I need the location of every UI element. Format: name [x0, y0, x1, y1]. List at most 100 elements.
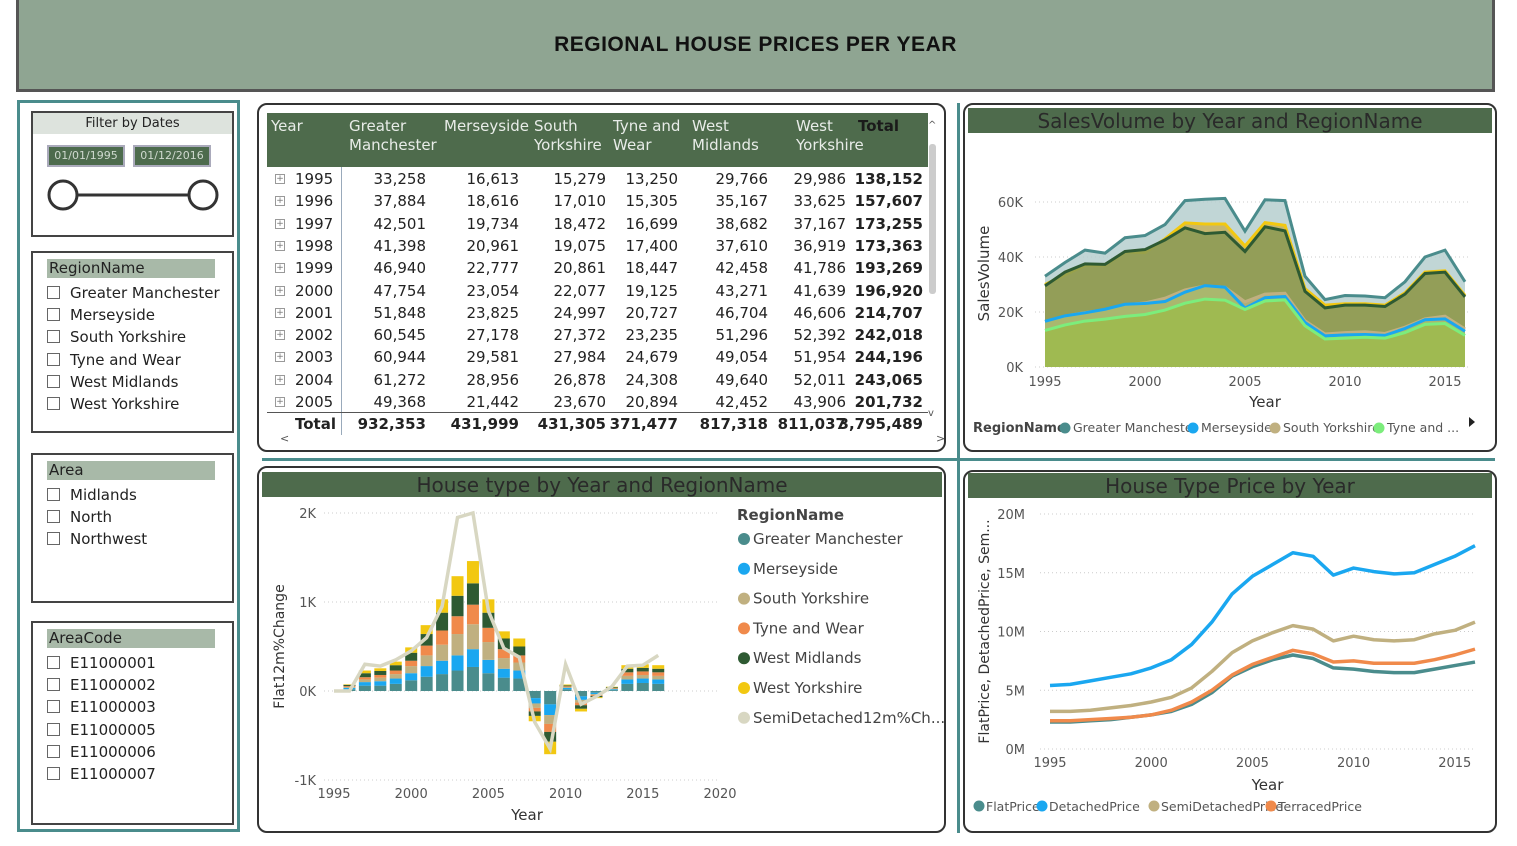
checkbox-icon[interactable]	[47, 488, 60, 501]
bar-segment	[389, 674, 402, 679]
housetype-bar-chart[interactable]: -1K 0K 1K 2K 1995 2000 2005 2010 2015 2020 Year Fla…	[260, 498, 944, 830]
scroll-right-icon[interactable]: >	[936, 432, 946, 445]
column-header[interactable]: Total	[858, 117, 899, 135]
table-cell: 27,372	[553, 326, 607, 345]
column-header[interactable]: Year	[271, 117, 303, 135]
table-cell: 15,305	[625, 192, 679, 211]
bar-segment	[497, 677, 510, 691]
expand-icon[interactable]: +	[275, 307, 285, 318]
legend-label: DetachedPrice	[1049, 799, 1140, 814]
checkbox-icon[interactable]	[47, 352, 60, 366]
expand-icon[interactable]: +	[275, 196, 285, 207]
checkbox-icon[interactable]	[47, 510, 60, 524]
expand-icon[interactable]: +	[275, 374, 285, 385]
table-cell: 811,037	[777, 415, 846, 434]
table-cell: 193,269	[854, 259, 923, 278]
column-header[interactable]: Merseyside	[444, 117, 529, 135]
expand-icon[interactable]: +	[275, 174, 285, 184]
table-cell: 23,235	[625, 326, 679, 345]
expand-icon[interactable]: +	[275, 397, 285, 407]
legend-next-icon[interactable]	[1469, 417, 1475, 427]
slicer-option[interactable]: Greater Manchester	[47, 283, 220, 303]
column-header[interactable]: West Yorkshire	[796, 117, 864, 154]
checkbox-icon[interactable]	[47, 286, 60, 299]
y-tick-label: -1K	[295, 774, 317, 789]
checkbox-icon[interactable]	[47, 532, 60, 546]
legend-label: Greater Manchester	[753, 530, 903, 548]
end-date-input[interactable]: 01/12/2016	[133, 145, 211, 167]
column-header[interactable]: Greater Manchester	[349, 117, 437, 154]
line-semidetachedprice	[1050, 620, 1476, 714]
bar-segment	[374, 685, 387, 691]
checkbox-icon[interactable]	[47, 397, 60, 410]
table-cell: 3,795,489	[838, 415, 923, 434]
bar-segment	[482, 642, 495, 660]
checkbox-icon[interactable]	[47, 722, 60, 736]
checkbox-icon[interactable]	[47, 330, 60, 344]
slicer-option[interactable]: South Yorkshire	[47, 327, 186, 347]
slicer-option[interactable]: West Midlands	[47, 372, 178, 392]
slicer-option[interactable]: Midlands	[47, 485, 137, 505]
bar-segment	[420, 676, 433, 691]
slicer-option[interactable]: E11000005	[47, 720, 156, 740]
slicer-option[interactable]: E11000002	[47, 675, 156, 695]
bar-segment	[528, 703, 541, 708]
expand-icon[interactable]: +	[275, 263, 285, 274]
column-header[interactable]: South Yorkshire	[534, 117, 602, 154]
start-handle[interactable]	[47, 179, 79, 211]
expand-icon[interactable]: +	[275, 330, 285, 341]
date-range-slider[interactable]	[43, 177, 223, 213]
slicer-option[interactable]: West Yorkshire	[47, 394, 179, 414]
salesvolume-area-chart[interactable]: 0K 20K 40K 60K 1995 2000 2005 2010 2015 Year Sales…	[965, 135, 1495, 447]
table-cell: 201,732	[854, 393, 923, 411]
x-tick-label: 2000	[1128, 375, 1161, 390]
slicer-option-label: E11000005	[70, 720, 156, 739]
slicer-option[interactable]: E11000001	[47, 653, 156, 673]
slicer-option[interactable]: Tyne and Wear	[47, 350, 181, 370]
legend-marker	[1036, 800, 1048, 812]
checkbox-icon[interactable]	[47, 678, 60, 692]
expand-icon[interactable]: +	[275, 240, 285, 251]
bar-segment	[652, 668, 665, 673]
column-header[interactable]: West Midlands	[692, 117, 759, 154]
table-cell: 20,861	[553, 259, 607, 278]
start-date-input[interactable]: 01/01/1995	[47, 145, 125, 167]
bar-segment	[420, 655, 433, 667]
slicer-option[interactable]: E11000007	[47, 764, 156, 784]
expand-icon[interactable]: +	[275, 285, 285, 296]
slicer-option[interactable]: Northwest	[47, 529, 147, 549]
price-line-chart[interactable]: 0M 5M 10M 15M 20M 1995 2000 2005 2010 2015 Year Fla…	[965, 498, 1495, 830]
scroll-left-icon[interactable]: <	[280, 432, 290, 445]
y-tick-label: 0K	[1006, 361, 1023, 376]
bar-segment	[559, 686, 572, 687]
slicer-option[interactable]: E11000003	[47, 697, 156, 717]
bar-segment	[575, 705, 588, 709]
bar-segment	[374, 670, 387, 675]
end-handle[interactable]	[187, 179, 219, 211]
table-cell: 52,011	[793, 370, 847, 389]
checkbox-icon[interactable]	[47, 767, 60, 780]
bar-segment	[451, 670, 464, 691]
bar-segment	[605, 690, 618, 691]
vertical-scrollbar[interactable]: ^ v	[928, 120, 937, 419]
x-tick-label: 2000	[395, 787, 428, 802]
checkbox-icon[interactable]	[47, 700, 60, 714]
slicer-option[interactable]: Merseyside	[47, 305, 155, 325]
bar-segment	[343, 686, 356, 688]
bar-segment	[405, 673, 418, 681]
row-year: 2002	[295, 326, 334, 345]
legend-marker	[738, 562, 750, 575]
x-tick-label: 1995	[317, 787, 350, 802]
checkbox-icon[interactable]	[47, 308, 60, 322]
checkbox-icon[interactable]	[47, 744, 60, 758]
expand-icon[interactable]: +	[275, 352, 285, 363]
table-cell: 371,477	[609, 415, 678, 434]
expand-icon[interactable]: +	[275, 218, 285, 229]
slicer-option[interactable]: E11000006	[47, 742, 156, 762]
checkbox-icon[interactable]	[47, 656, 60, 669]
checkbox-icon[interactable]	[47, 374, 60, 388]
column-header[interactable]: Tyne and Wear	[613, 117, 681, 154]
bar-segment	[513, 670, 526, 679]
table-cell: 22,777	[466, 259, 520, 278]
slicer-option[interactable]: North	[47, 507, 112, 527]
